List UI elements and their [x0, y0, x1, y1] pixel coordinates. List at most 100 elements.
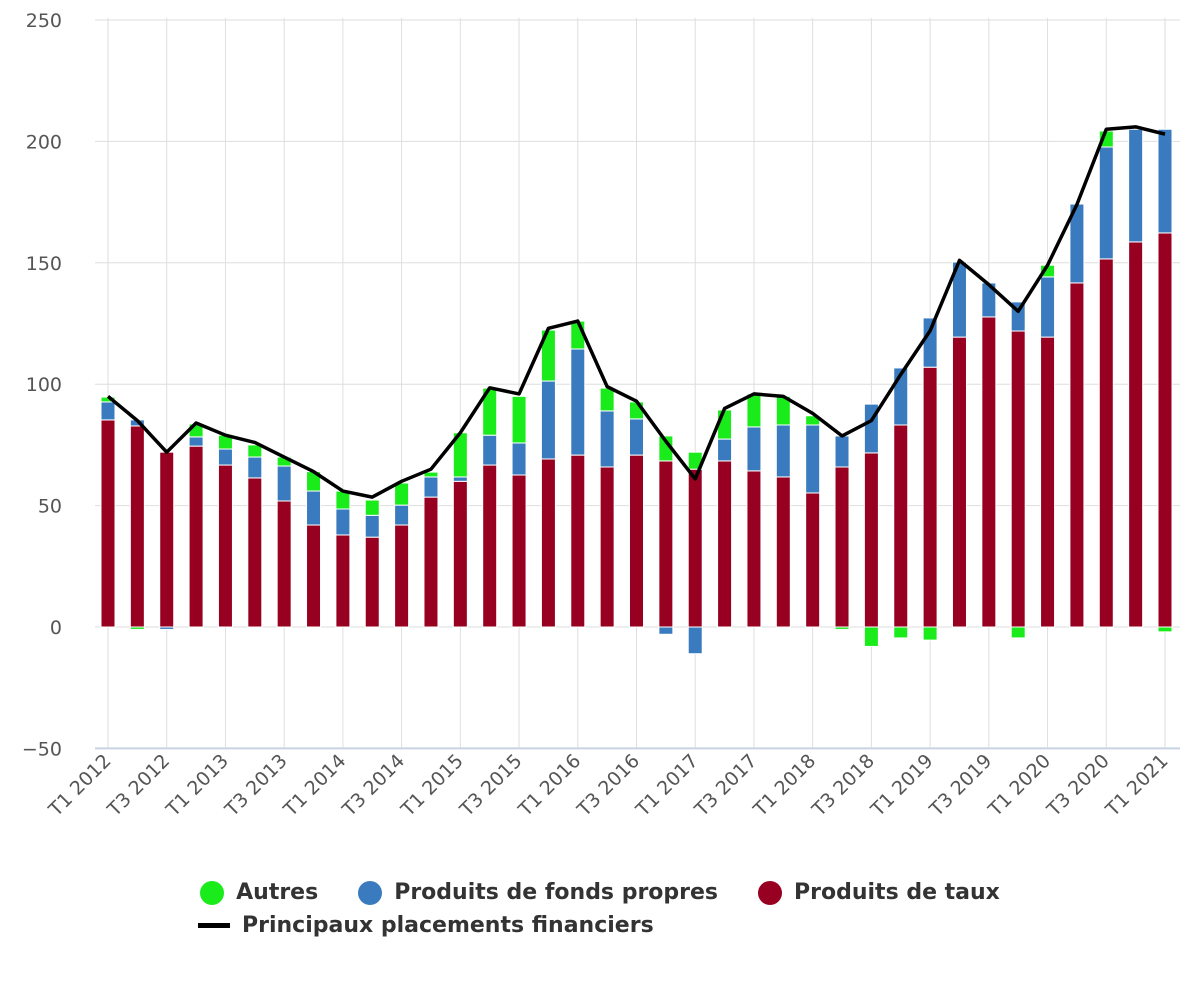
- y-axis: −50 0 50 100 150 200 250: [22, 10, 62, 760]
- bar-produits-de-fonds-propres: [599, 410, 615, 468]
- bar-produits-de-taux: [188, 445, 204, 628]
- bar-autres: [129, 626, 145, 630]
- legend-item-fonds-propres[interactable]: Produits de fonds propres: [358, 880, 718, 905]
- bar-produits-de-taux: [364, 536, 380, 628]
- x-tick-label: T1 2016: [514, 750, 585, 821]
- bar-produits-de-taux: [863, 452, 879, 628]
- legend-marker: [358, 880, 383, 905]
- bar-produits-de-taux: [805, 492, 821, 628]
- bar-produits-de-taux: [394, 524, 410, 628]
- x-tick-label: T1 2015: [396, 750, 467, 821]
- y-tick-label: 50: [38, 496, 62, 518]
- bar-produits-de-taux: [1128, 241, 1144, 628]
- bar-autres: [834, 626, 850, 630]
- bar-autres: [247, 444, 263, 458]
- bar-produits-de-taux: [922, 366, 938, 628]
- bar-produits-de-taux: [629, 454, 644, 628]
- bar-produits-de-fonds-propres: [775, 424, 791, 478]
- bar-produits-de-taux: [834, 466, 850, 628]
- line-principaux-placements: [106, 125, 1166, 499]
- bar-autres: [394, 482, 410, 506]
- y-tick-label: 200: [26, 131, 62, 153]
- bar-produits-de-taux: [306, 524, 322, 628]
- bar-produits-de-taux: [335, 534, 351, 628]
- bar-produits-de-fonds-propres: [746, 426, 762, 472]
- x-tick-label: T3 2019: [925, 750, 996, 821]
- y-tick-label: 0: [50, 617, 62, 639]
- bar-produits-de-fonds-propres: [306, 490, 322, 526]
- bar-produits-de-taux: [217, 464, 233, 628]
- bar-produits-de-taux: [423, 496, 439, 628]
- bar-produits-de-fonds-propres: [100, 401, 116, 421]
- y-tick-label: 250: [26, 10, 62, 32]
- bar-autres: [1010, 626, 1026, 639]
- bar-produits-de-fonds-propres: [805, 424, 821, 494]
- bar-produits-de-taux: [746, 470, 762, 628]
- legend-item-autres[interactable]: Autres: [200, 880, 318, 905]
- bar-produits-de-taux: [1010, 330, 1026, 628]
- bar-produits-de-taux: [775, 476, 791, 628]
- bar-produits-de-fonds-propres: [482, 434, 498, 466]
- bar-autres: [1157, 626, 1173, 633]
- bar-produits-de-taux: [511, 474, 527, 628]
- x-tick-label: T1 2020: [984, 750, 1055, 821]
- x-tick-label: T1 2018: [749, 750, 820, 821]
- legend: Autres Produits de fonds propres Produit…: [0, 880, 1200, 946]
- bar-produits-de-fonds-propres: [1040, 276, 1056, 338]
- legend-label: Autres: [236, 880, 319, 905]
- bar-produits-de-fonds-propres: [511, 442, 527, 476]
- bar-produits-de-fonds-propres: [1157, 128, 1173, 234]
- bar-produits-de-taux: [658, 460, 674, 628]
- bar-produits-de-taux: [1157, 232, 1173, 628]
- bar-produits-de-fonds-propres: [394, 504, 410, 526]
- x-tick-label: T3 2018: [807, 750, 878, 821]
- bar-produits-de-fonds-propres: [247, 456, 263, 479]
- bar-autres: [922, 626, 938, 641]
- legend-item-principaux[interactable]: Principaux placements financiers: [198, 913, 654, 938]
- bar-produits-de-taux: [687, 468, 703, 628]
- bar-produits-de-fonds-propres: [188, 436, 204, 447]
- bar-produits-de-fonds-propres: [217, 448, 233, 466]
- bar-produits-de-fonds-propres: [1098, 146, 1114, 260]
- bar-produits-de-fonds-propres: [570, 348, 586, 456]
- bar-produits-de-fonds-propres: [335, 508, 351, 536]
- legend-label: Principaux placements financiers: [242, 913, 654, 938]
- x-tick-label: T3 2013: [220, 750, 291, 821]
- y-tick-label: −50: [22, 738, 62, 760]
- bar-autres: [863, 626, 879, 647]
- bar-produits-de-taux: [1069, 282, 1085, 628]
- x-tick-label: T3 2017: [690, 750, 761, 821]
- y-tick-label: 100: [26, 374, 62, 396]
- bar-produits-de-fonds-propres: [629, 418, 644, 456]
- x-tick-label: T1 2012: [44, 750, 115, 821]
- bar-produits-de-fonds-propres: [687, 626, 703, 655]
- bar-autres: [364, 499, 380, 516]
- x-tick-label: T3 2016: [573, 750, 644, 821]
- legend-label: Produits de taux: [794, 880, 1000, 905]
- x-tick-label: T1 2014: [279, 750, 350, 821]
- bar-produits-de-taux: [893, 424, 909, 628]
- legend-label: Produits de fonds propres: [394, 880, 719, 905]
- bar-produits-de-taux: [981, 316, 997, 628]
- bar-produits-de-fonds-propres: [1128, 128, 1144, 243]
- legend-marker: [200, 880, 225, 905]
- bar-produits-de-taux: [482, 464, 498, 628]
- bar-produits-de-fonds-propres: [540, 380, 556, 460]
- bar-produits-de-taux: [129, 425, 145, 628]
- x-tick-label: T3 2015: [455, 750, 526, 821]
- bar-produits-de-taux: [570, 454, 586, 628]
- bar-autres: [893, 626, 909, 639]
- bar-produits-de-taux: [717, 460, 733, 628]
- legend-item-taux[interactable]: Produits de taux: [758, 880, 1000, 905]
- bar-autres: [511, 395, 527, 444]
- bar-produits-de-taux: [540, 458, 556, 628]
- bar-produits-de-taux: [1098, 258, 1114, 628]
- x-tick-label: T3 2012: [103, 750, 174, 821]
- x-tick-label: T1 2021: [1101, 750, 1172, 821]
- bar-produits-de-taux: [1040, 336, 1056, 628]
- y-tick-label: 150: [26, 253, 62, 275]
- bar-produits-de-taux: [276, 500, 292, 628]
- bar-produits-de-taux: [951, 336, 967, 628]
